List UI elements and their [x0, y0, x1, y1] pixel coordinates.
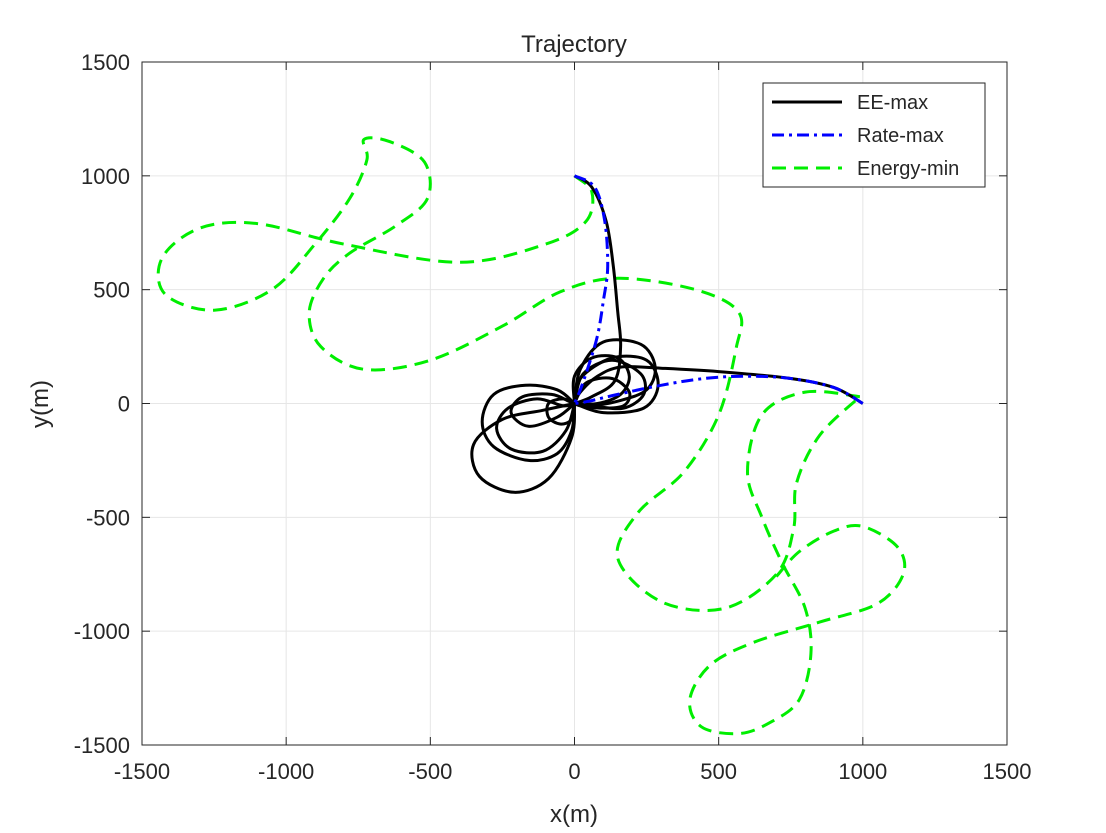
series-line: [573, 174, 610, 405]
legend: EE-max Rate-max Energy-min: [762, 82, 986, 188]
legend-label: EE-max: [857, 92, 928, 114]
series-line: [480, 383, 576, 463]
y-tick-label: 0: [118, 392, 130, 417]
ticks: -1500 -1000 -500 0 500 1000 1500 -1500 -1000 -500…: [74, 50, 1032, 784]
series-line: [156, 136, 861, 613]
legend-entries: EE-max Rate-max Energy-min: [772, 92, 959, 180]
series-line: [573, 174, 623, 405]
x-axis-label: x(m): [550, 801, 598, 828]
y-tick-label: 1500: [81, 50, 130, 75]
series-energy-min: [156, 136, 907, 736]
x-tick-label: 0: [568, 759, 580, 784]
series-ee-max: [470, 174, 864, 494]
x-tick-label: 1000: [838, 759, 887, 784]
series-line: [495, 397, 576, 455]
series-line: [688, 389, 907, 736]
x-tick-label: -1500: [114, 759, 170, 784]
y-tick-label: 500: [93, 278, 130, 303]
x-tick-label: -500: [408, 759, 452, 784]
x-tick-label: 1500: [983, 759, 1032, 784]
x-tick-label: -1000: [258, 759, 314, 784]
series-line: [573, 365, 864, 405]
series-line: [545, 397, 576, 426]
y-tick-label: -1000: [74, 619, 130, 644]
series-line: [571, 354, 631, 406]
legend-label: Rate-max: [857, 125, 944, 147]
y-tick-label: -1500: [74, 733, 130, 758]
series-layer: [156, 136, 907, 736]
chart-title: Trajectory: [521, 31, 627, 58]
x-tick-label: 500: [700, 759, 737, 784]
y-tick-label: 1000: [81, 164, 130, 189]
series-line: [470, 402, 576, 494]
series-rate-max: [573, 174, 864, 405]
y-tick-label: -500: [86, 505, 130, 530]
legend-label: Energy-min: [857, 158, 959, 180]
y-axis-label: y(m): [27, 380, 54, 428]
series-line: [573, 354, 660, 415]
